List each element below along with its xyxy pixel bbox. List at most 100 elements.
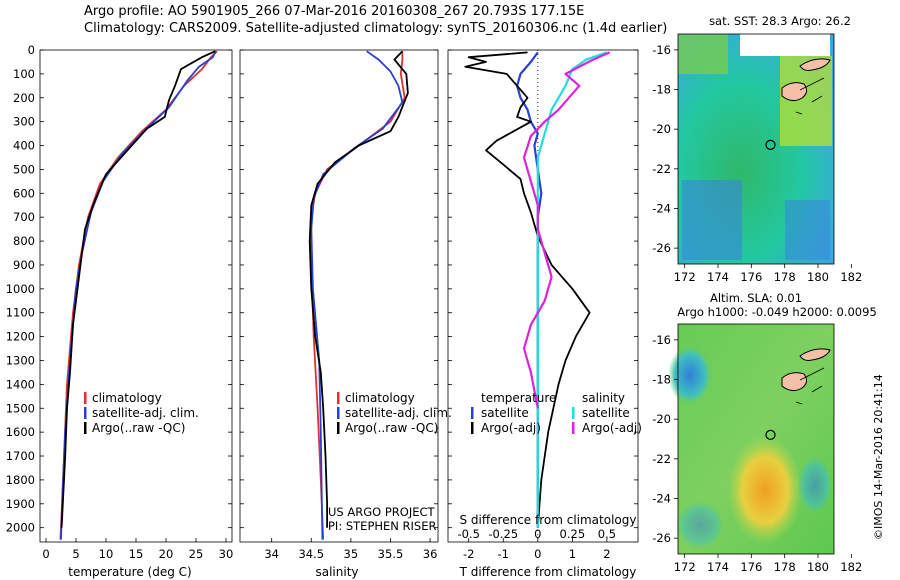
- islands-outline: [795, 367, 825, 405]
- legend-label-satellite: satellite-adj. clim.: [345, 406, 452, 420]
- legend-swatch-t-argo: [471, 422, 474, 434]
- y-tick-label: 1500: [6, 401, 35, 415]
- pi-annotation: PI: STEPHEN RISER: [328, 519, 437, 533]
- series-line-satellite-adj-clim-: [60, 50, 217, 540]
- y-tick-label: 0: [28, 43, 35, 57]
- fiji-viti-levu: [781, 82, 808, 102]
- header-line-2: Climatology: CARS2009. Satellite-adjuste…: [84, 21, 668, 36]
- x-tick-label-secondary: 0.5: [598, 527, 616, 541]
- fiji-vanua-levu: [799, 348, 831, 361]
- y-tick-label: 800: [13, 234, 35, 248]
- sst-warm-patch: [780, 56, 832, 146]
- legend-label-t-argo: Argo(-adj): [481, 421, 541, 435]
- sla-map-title: Altim. SLA: 0.01: [710, 291, 802, 305]
- x-tick-label-secondary: -0.5: [458, 527, 480, 541]
- temperature-legend: climatology satellite-adj. clim. Argo(..…: [84, 391, 199, 435]
- y-tick-label: 1000: [6, 282, 35, 296]
- y-tick-label: 1900: [6, 497, 35, 511]
- header-line-1: Argo profile: AO 5901905_266 07-Mar-2016…: [84, 4, 585, 19]
- difference-panel: -2 -1 0 1 2-0.5 -0.25 0 0.25 0.5: [447, 49, 639, 561]
- sst-map: [677, 33, 835, 265]
- x-tick-label: 34: [264, 547, 279, 561]
- argo-position-marker: [765, 139, 776, 150]
- islands-outline: [795, 77, 825, 115]
- legend-swatch-climatology: [84, 392, 87, 404]
- y-tick-label: 100: [13, 67, 35, 81]
- legend-header-salinity: salinity: [582, 391, 625, 405]
- salinity-legend: climatology satellite-adj. clim. Argo(..…: [337, 391, 452, 435]
- map-y-tick-label: -18: [652, 373, 671, 387]
- argo-position-marker: [765, 429, 776, 440]
- y-tick-label: 1300: [6, 353, 35, 367]
- legend-swatch-s-argo: [572, 422, 575, 434]
- y-tick-label: 1700: [6, 449, 35, 463]
- sla-low-anomaly: [675, 500, 725, 550]
- plot-frame: [447, 49, 639, 543]
- legend-swatch-argo: [337, 422, 340, 434]
- y-tick-label: 400: [13, 139, 35, 153]
- map-x-tick-label: 174: [707, 560, 729, 574]
- t-difference-xlabel: T difference from climatology: [459, 565, 637, 579]
- legend-swatch-argo: [84, 422, 87, 434]
- map-y-tick-label: -22: [652, 452, 671, 466]
- y-tick-label: 700: [13, 210, 35, 224]
- map-x-tick-label: 176: [740, 270, 762, 284]
- series-line-argo-raw-qc-: [308, 50, 409, 528]
- sla-map-frame: [677, 323, 835, 555]
- map-x-tick-label: 176: [740, 560, 762, 574]
- copyright-timestamp: ©IMOS 14-Mar-2016 20:41:14: [872, 374, 885, 540]
- map-y-tick-label: -26: [652, 531, 671, 545]
- plot-frame: [39, 49, 233, 543]
- sla-low-anomaly: [668, 345, 712, 405]
- map-x-tick-label: 182: [840, 270, 862, 284]
- sla-map-axes: 172 174 176 178 180 182 -16 -18 -20 -22 -24 -26: [652, 333, 862, 574]
- legend-swatch-satellite: [84, 407, 87, 419]
- series-line-climatology: [59, 50, 218, 540]
- x-tick-label: 36: [423, 547, 438, 561]
- difference-legend: temperature salinity satellite Argo(-adj…: [471, 391, 642, 435]
- legend-swatch-s-satellite: [572, 407, 575, 419]
- fiji-viti-levu: [781, 372, 808, 392]
- map-y-tick-label: -24: [652, 201, 671, 215]
- x-tick-label-secondary: -0.25: [488, 527, 518, 541]
- map-y-tick-label: -20: [652, 412, 671, 426]
- y-tick-label: 1200: [6, 330, 35, 344]
- x-tick-label: 0: [534, 547, 541, 561]
- x-tick-label: 2: [603, 547, 610, 561]
- legend-label-climatology: climatology: [345, 391, 415, 405]
- x-tick-label: 1: [569, 547, 576, 561]
- sst-map-axes: 172 174 176 178 180 182 -16 -18 -20 -22 -24 -26: [652, 43, 862, 284]
- sst-cool-patch: [785, 200, 830, 260]
- plot-frame: [239, 49, 439, 543]
- x-tick-label: 35: [344, 547, 359, 561]
- sst-warm-patch: [678, 34, 728, 74]
- map-x-tick-label: 182: [840, 560, 862, 574]
- series-line-temperature-argo-adj-: [464, 51, 591, 528]
- y-tick-label: 1400: [6, 377, 35, 391]
- map-x-tick-label: 174: [707, 270, 729, 284]
- y-tick-label: 500: [13, 162, 35, 176]
- legend-swatch-t-satellite: [471, 407, 474, 419]
- map-y-tick-label: -24: [652, 491, 671, 505]
- x-tick-label: 15: [129, 547, 144, 561]
- series-line-salinity-argo-adj-: [522, 51, 611, 409]
- map-x-tick-label: 172: [674, 560, 696, 574]
- map-y-tick-label: -22: [652, 162, 671, 176]
- sst-cool-patch: [682, 180, 742, 260]
- map-y-tick-label: -26: [652, 241, 671, 255]
- map-y-tick-label: -18: [652, 83, 671, 97]
- salinity-xlabel: salinity: [315, 565, 358, 579]
- legend-label-s-argo: Argo(-adj): [582, 421, 642, 435]
- sst-map-title: sat. SST: 28.3 Argo: 26.2: [709, 14, 851, 28]
- x-tick-label: -1: [498, 547, 509, 561]
- sla-map: [668, 323, 835, 555]
- series-line-argo-raw-qc-: [60, 50, 216, 528]
- y-tick-label: 1100: [6, 306, 35, 320]
- s-difference-xlabel: S difference from climatology: [460, 513, 637, 527]
- x-tick-label: 5: [72, 547, 79, 561]
- y-tick-label: 2000: [6, 521, 35, 535]
- legend-label-argo: Argo(..raw -QC): [345, 421, 438, 435]
- x-tick-label: 0: [42, 547, 49, 561]
- sst-map-frame: [677, 33, 835, 265]
